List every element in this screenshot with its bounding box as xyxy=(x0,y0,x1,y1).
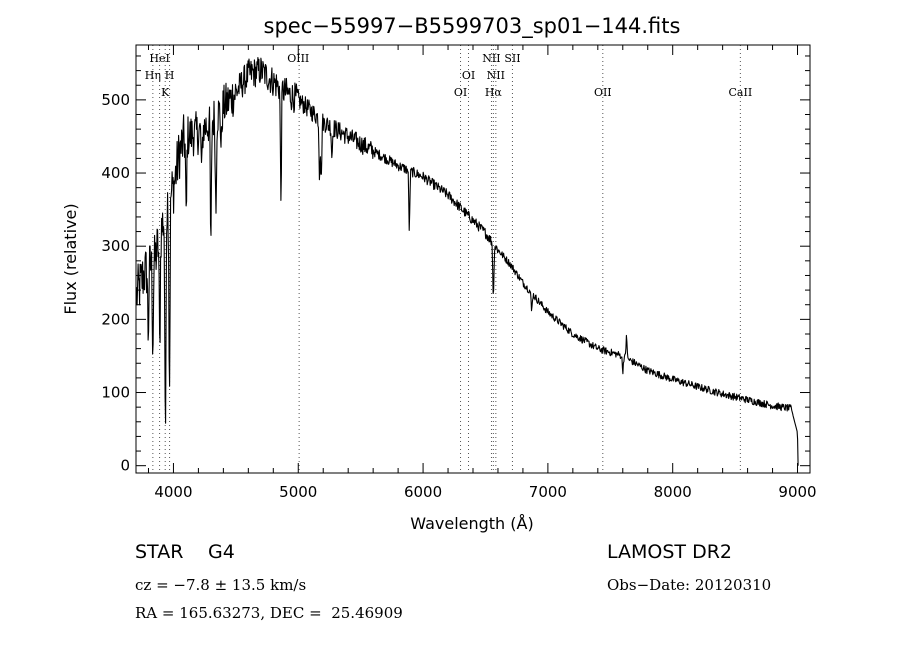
marker-label: Hα xyxy=(485,86,503,99)
coordinates-text: RA = 165.63273, DEC = 25.46909 xyxy=(135,604,403,622)
y-axis-label: Flux (relative) xyxy=(61,203,80,314)
object-class: STAR xyxy=(135,541,184,563)
redshift-text: cz = −7.8 ± 13.5 km/s xyxy=(135,576,307,594)
marker-label: SII xyxy=(504,52,520,65)
x-tick-label: 5000 xyxy=(279,483,317,501)
x-tick-label: 4000 xyxy=(154,483,192,501)
spectrum-line xyxy=(136,57,799,466)
emission-line-labels: HeI Hη HK OIII OI OI NII SII NII Hα OII CaII xyxy=(145,52,752,99)
emission-line-markers xyxy=(152,45,741,473)
marker-label: H xyxy=(165,69,175,82)
marker-label: OI xyxy=(454,86,467,99)
x-tick-label: 6000 xyxy=(404,483,442,501)
marker-label: Hη xyxy=(145,69,161,82)
marker-label: CaII xyxy=(729,86,753,99)
x-tick-label: 8000 xyxy=(654,483,692,501)
y-tick-label: 100 xyxy=(101,384,130,402)
marker-label: K xyxy=(161,86,170,99)
y-tick-label: 300 xyxy=(101,237,130,255)
survey-name: LAMOST DR2 xyxy=(607,541,732,563)
y-tick-label: 500 xyxy=(101,91,130,109)
y-tick-label: 200 xyxy=(101,310,130,328)
x-tick-labels: 4000 5000 6000 7000 8000 9000 xyxy=(154,483,816,501)
marker-label: NII xyxy=(482,52,500,65)
chart-title: spec−55997−B5599703_sp01−144.fits xyxy=(264,14,681,39)
y-tick-labels: 0 100 200 300 400 500 xyxy=(101,91,130,475)
spectral-subclass: G4 xyxy=(208,541,235,563)
x-tick-label: 9000 xyxy=(778,483,816,501)
marker-label: OII xyxy=(594,86,612,99)
observation-date: Obs−Date: 20120310 xyxy=(607,576,772,594)
marker-label: HeI xyxy=(149,52,169,65)
marker-label: OIII xyxy=(287,52,309,65)
axis-ticks xyxy=(136,45,810,473)
marker-label: NII xyxy=(487,69,505,82)
x-axis-label: Wavelength (Å) xyxy=(410,514,533,533)
marker-label: OI xyxy=(462,69,475,82)
y-tick-label: 0 xyxy=(120,457,130,475)
y-tick-label: 400 xyxy=(101,164,130,182)
plot-frame xyxy=(135,44,811,474)
x-tick-label: 7000 xyxy=(529,483,567,501)
